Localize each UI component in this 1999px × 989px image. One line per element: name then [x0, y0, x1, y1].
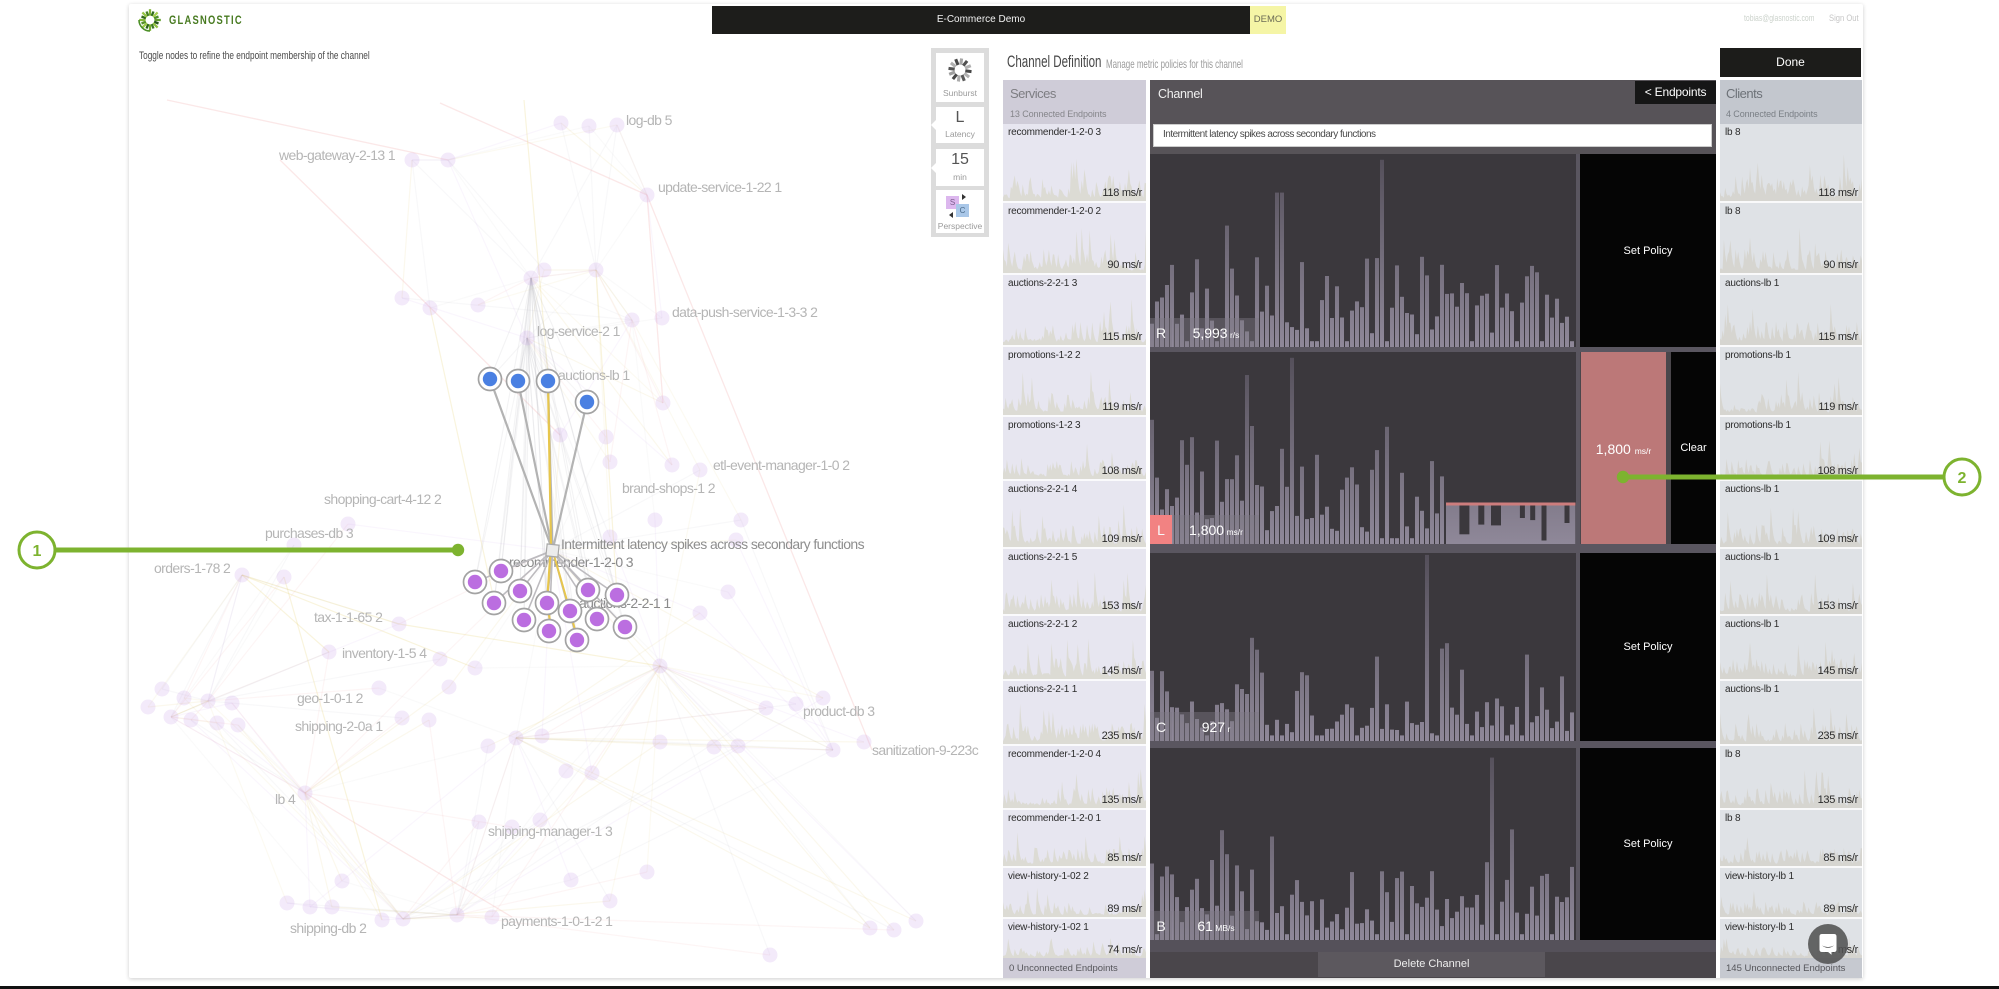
- svg-text:927 r: 927 r: [1202, 719, 1231, 735]
- svg-text:orders-1-78 2: orders-1-78 2: [154, 560, 231, 576]
- svg-text:auctions-lb 1: auctions-lb 1: [558, 367, 630, 383]
- svg-text:log-db 5: log-db 5: [626, 112, 673, 128]
- svg-text:brand-shops-1 2: brand-shops-1 2: [622, 480, 716, 496]
- svg-text:L: L: [1157, 522, 1165, 538]
- svg-text:shipping-manager-1 3: shipping-manager-1 3: [488, 823, 613, 839]
- svg-text:shipping-2-0a 1: shipping-2-0a 1: [295, 718, 383, 734]
- svg-text:purchases-db 3: purchases-db 3: [265, 525, 354, 541]
- svg-text:C: C: [1156, 719, 1166, 735]
- svg-text:payments-1-0-1-2 1: payments-1-0-1-2 1: [501, 913, 613, 929]
- svg-text:web-gateway-2-13 1: web-gateway-2-13 1: [278, 147, 396, 163]
- svg-text:1: 1: [33, 543, 42, 560]
- svg-text:shipping-db 2: shipping-db 2: [290, 920, 367, 936]
- svg-text:shopping-cart-4-12 2: shopping-cart-4-12 2: [324, 491, 442, 507]
- svg-text:product-db 3: product-db 3: [803, 703, 875, 719]
- svg-text:data-push-service-1-3-3 2: data-push-service-1-3-3 2: [672, 304, 818, 320]
- svg-text:etl-event-manager-1-0 2: etl-event-manager-1-0 2: [713, 457, 850, 473]
- svg-text:2: 2: [1958, 470, 1967, 487]
- svg-text:Intermittent latency spikes ac: Intermittent latency spikes across secon…: [561, 536, 865, 552]
- svg-text:R: R: [1156, 325, 1166, 341]
- svg-text:update-service-1-22 1: update-service-1-22 1: [658, 179, 782, 195]
- svg-text:sanitization-9-223c: sanitization-9-223c: [872, 742, 979, 758]
- svg-text:tax-1-1-65 2: tax-1-1-65 2: [314, 609, 383, 625]
- svg-text:lb 4: lb 4: [275, 791, 296, 807]
- svg-text:log-service-2 1: log-service-2 1: [537, 323, 621, 339]
- svg-text:geo-1-0-1 2: geo-1-0-1 2: [297, 690, 364, 706]
- svg-text:inventory-1-5 4: inventory-1-5 4: [342, 645, 427, 661]
- svg-text:B: B: [1156, 918, 1165, 934]
